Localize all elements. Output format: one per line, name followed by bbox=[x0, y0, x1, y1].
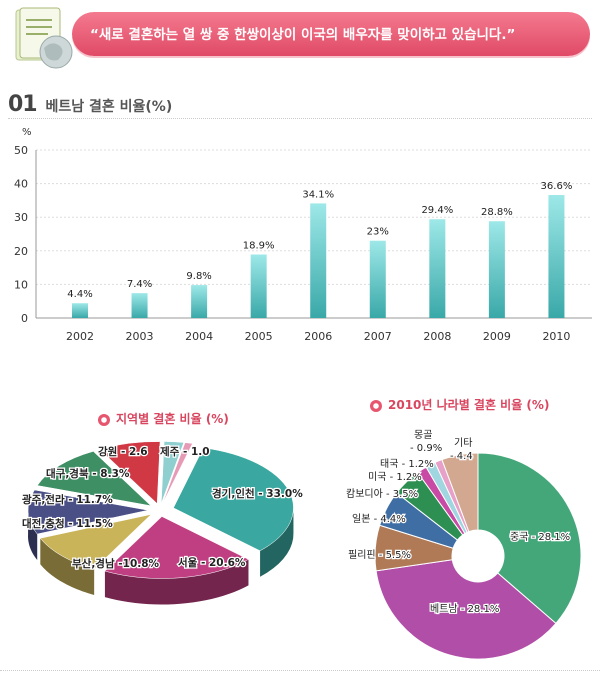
x-tick-label: 2005 bbox=[245, 330, 273, 343]
x-tick-label: 2010 bbox=[542, 330, 570, 343]
donut-slice-label: 몽골 bbox=[414, 429, 432, 441]
pie-slice-label: 경기,인천 - 33.0% bbox=[212, 487, 303, 500]
donut-slice-label: 캄보디아 - 3.5% bbox=[346, 488, 418, 500]
section-divider bbox=[8, 118, 592, 119]
pie-slice-label: 대구,경북 - 8.3% bbox=[46, 467, 130, 480]
section-title-text: 베트남 결혼 비율(%) bbox=[45, 99, 173, 115]
bar-value-label: 4.4% bbox=[67, 289, 92, 300]
y-tick-label: 50 bbox=[14, 144, 28, 157]
x-tick-label: 2003 bbox=[126, 330, 154, 343]
pie-slice-label: 광주,전라 - 11.7% bbox=[22, 493, 113, 506]
donut-slice-label: 미국 - 1.2% bbox=[368, 471, 422, 483]
pie-slice bbox=[173, 447, 294, 552]
bullet-icon bbox=[98, 413, 110, 426]
bottom-divider bbox=[0, 670, 600, 671]
region-pie-title-text: 지역별 결혼 비율 (%) bbox=[116, 412, 229, 426]
bar-value-label: 23% bbox=[367, 227, 389, 238]
donut-slice-label: 기타 bbox=[454, 437, 472, 449]
donut-slice bbox=[374, 524, 454, 572]
document-globe-icon bbox=[15, 7, 73, 69]
donut-slice-label: 일본 - 4.4% bbox=[352, 513, 406, 525]
bar bbox=[310, 203, 327, 318]
pie-slice bbox=[104, 516, 250, 579]
bar bbox=[548, 195, 565, 318]
bar-value-label: 36.6% bbox=[541, 181, 573, 192]
x-tick-label: 2009 bbox=[483, 330, 511, 343]
bar-value-label: 28.8% bbox=[481, 207, 513, 218]
bar-value-label: 9.8% bbox=[186, 271, 211, 282]
bar bbox=[250, 254, 267, 318]
section-title: 01 베트남 결혼 비율(%) bbox=[8, 92, 172, 117]
donut-slice bbox=[434, 458, 470, 534]
section-number: 01 bbox=[8, 92, 38, 117]
pie-slice-label: 대전,충청 - 11.5% bbox=[22, 517, 113, 530]
bar bbox=[488, 221, 505, 318]
bar bbox=[369, 240, 386, 318]
donut-slice-label: 중국 - 28.1% bbox=[510, 531, 570, 543]
pie-slice-side bbox=[260, 506, 294, 577]
pie-slice-side bbox=[40, 538, 95, 596]
y-tick-label: 10 bbox=[14, 278, 28, 291]
bar-value-label: 29.4% bbox=[421, 205, 453, 216]
y-tick-label: 20 bbox=[14, 245, 28, 258]
pie-slice-label: 부산,경남 -10.8% bbox=[72, 557, 160, 570]
bar-value-label: 34.1% bbox=[302, 189, 334, 200]
donut-slice bbox=[375, 559, 557, 660]
banner: “새로 결혼하는 열 쌍 중 한쌍이상이 이국의 배우자를 맞이하고 있습니다.… bbox=[0, 0, 600, 80]
y-axis-label: % bbox=[22, 127, 32, 138]
donut-slice-label: 태국 - 1.2% bbox=[380, 458, 434, 470]
pie-slice-label: 제주 - 1.0 bbox=[160, 445, 210, 458]
pie-slice bbox=[161, 441, 185, 504]
y-tick-label: 30 bbox=[14, 211, 28, 224]
donut-slice bbox=[379, 492, 459, 549]
donut-slice bbox=[395, 471, 464, 541]
donut-slice bbox=[416, 466, 466, 536]
y-tick-label: 0 bbox=[21, 312, 28, 325]
bar bbox=[131, 293, 148, 318]
donut-slice bbox=[477, 452, 582, 625]
bullet-icon bbox=[370, 399, 382, 412]
pie-slice-label: 강원 - 2.6 bbox=[98, 445, 148, 458]
bar bbox=[191, 285, 208, 318]
bar-value-label: 7.4% bbox=[127, 279, 152, 290]
pie-slice bbox=[36, 451, 152, 507]
donut-slice bbox=[441, 452, 479, 533]
banner-text: “새로 결혼하는 열 쌍 중 한쌍이상이 이국의 배우자를 맞이하고 있습니다.… bbox=[90, 27, 516, 43]
donut-slice-value: - 0.9% bbox=[410, 443, 442, 454]
bar-chart: % 0 10 20 30 40 50 4.4% 2002 7.4% 2003 9.8% 2004 18.9… bbox=[14, 127, 592, 343]
bar-value-label: 18.9% bbox=[243, 240, 275, 251]
x-tick-label: 2008 bbox=[423, 330, 451, 343]
pie-slice-side bbox=[104, 559, 249, 605]
x-tick-label: 2004 bbox=[185, 330, 213, 343]
donut-slice-value: - 4.4 bbox=[450, 451, 473, 462]
pie-slice-side bbox=[28, 508, 38, 561]
bar bbox=[72, 303, 88, 318]
pie-slice bbox=[162, 442, 193, 504]
x-tick-label: 2006 bbox=[304, 330, 332, 343]
x-tick-label: 2007 bbox=[364, 330, 392, 343]
region-pie-title: 지역별 결혼 비율 (%) bbox=[98, 410, 229, 427]
donut-slice-label: 필리핀 - 5.5% bbox=[348, 549, 411, 561]
country-pie-title: 2010년 나라별 결혼 비율 (%) bbox=[370, 396, 549, 413]
pie-slice-label: 서울 - 20.6% bbox=[178, 556, 246, 569]
banner-bar bbox=[72, 12, 590, 56]
pie-slice bbox=[27, 489, 149, 535]
y-tick-label: 40 bbox=[14, 178, 28, 191]
bar bbox=[429, 219, 446, 318]
country-pie-title-text: 2010년 나라별 결혼 비율 (%) bbox=[388, 398, 550, 412]
pie-slice bbox=[99, 441, 161, 505]
pie-slice bbox=[39, 513, 152, 570]
x-tick-label: 2002 bbox=[66, 330, 94, 343]
donut-slice-label: 베트남 - 28.1% bbox=[430, 603, 499, 615]
donut-slice bbox=[425, 461, 468, 535]
